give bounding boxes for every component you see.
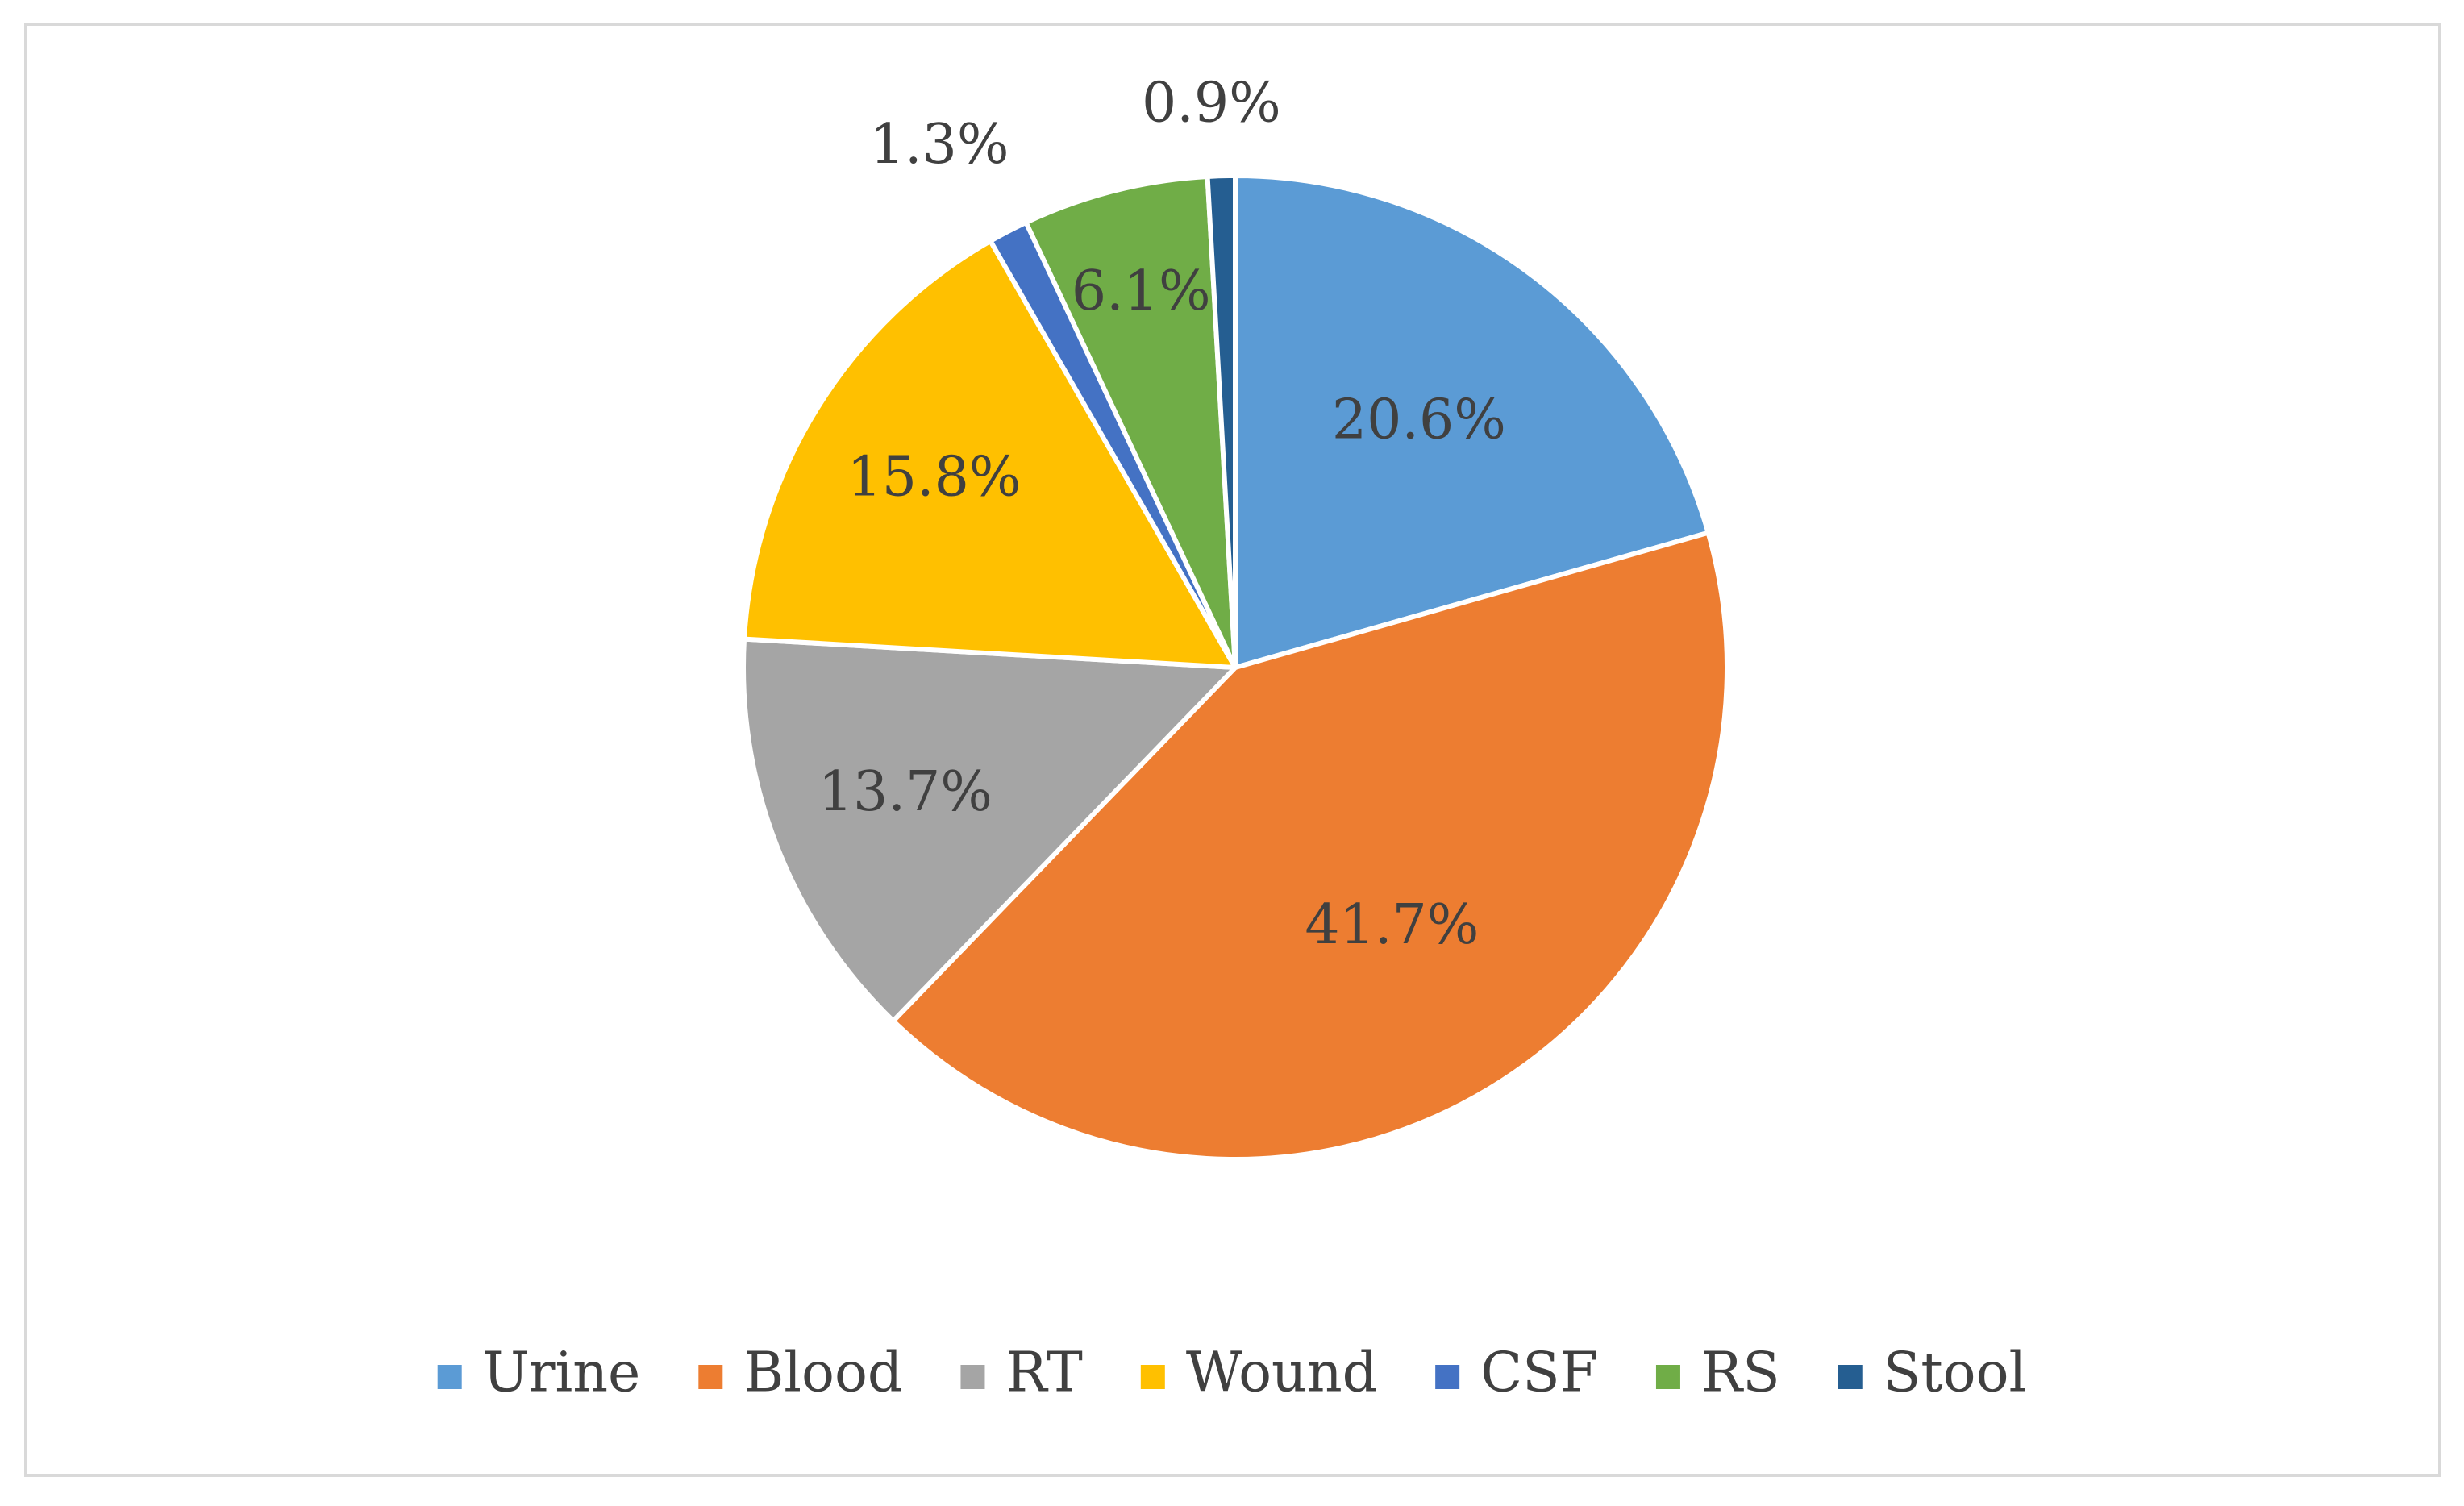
- pie-slice-stool: [1205, 173, 1238, 670]
- legend-swatch-wound: [1140, 1365, 1165, 1389]
- data-label-urine: 20.6%: [1332, 389, 1506, 452]
- pie-slices: [741, 173, 1729, 1162]
- pie-data-labels: 20.6% 41.7% 13.7% 15.8% 1.3% 6.1% 0.9%: [818, 71, 1506, 957]
- legend-swatch-stool: [1838, 1365, 1863, 1389]
- legend-label-blood: Blood: [743, 1342, 902, 1405]
- legend-label-rs: RS: [1701, 1342, 1780, 1405]
- legend-swatch-urine: [437, 1365, 462, 1389]
- pie-slice-rs: [1023, 173, 1238, 670]
- legend-swatch-csf: [1435, 1365, 1460, 1389]
- legend: Urine Blood RT Wound CSF RS Stool: [437, 1342, 2027, 1405]
- data-label-stool: 0.9%: [1142, 71, 1281, 135]
- data-label-wound: 15.8%: [847, 445, 1021, 509]
- data-label-rt: 13.7%: [818, 760, 993, 824]
- legend-label-wound: Wound: [1186, 1342, 1377, 1405]
- legend-label-stool: Stool: [1883, 1342, 2027, 1405]
- pie-slice-wound: [742, 238, 1238, 670]
- pie-slice-rt: [741, 636, 1238, 1024]
- data-label-rs: 6.1%: [1072, 260, 1211, 323]
- legend-swatch-rt: [960, 1365, 985, 1389]
- data-label-csf: 1.3%: [870, 113, 1009, 177]
- pie-slice-blood: [890, 530, 1729, 1162]
- legend-label-urine: Urine: [483, 1342, 641, 1405]
- legend-label-csf: CSF: [1480, 1342, 1598, 1405]
- data-label-blood: 41.7%: [1305, 893, 1479, 957]
- legend-swatch-blood: [698, 1365, 723, 1389]
- pie-slice-urine: [1233, 173, 1711, 670]
- legend-swatch-rs: [1655, 1365, 1680, 1389]
- legend-label-rt: RT: [1005, 1342, 1082, 1405]
